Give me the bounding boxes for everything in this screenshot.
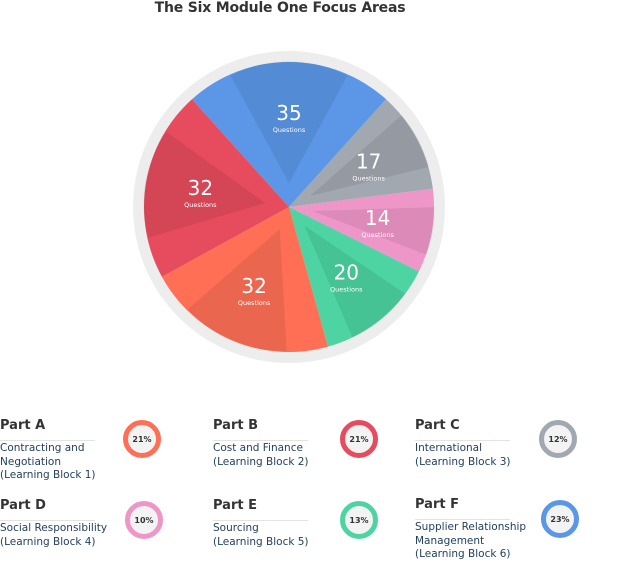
part-b-percent-badge: 21%: [340, 420, 378, 458]
part-a-description: Contracting and Negotiation (Learning Bl…: [0, 442, 96, 481]
legend-part-e: Part E Sourcing (Learning Block 5) 13%: [213, 498, 413, 568]
pie-wedge-part-a: [161, 207, 328, 352]
pie-inner-part-b: [143, 131, 266, 238]
pie-value-part-b: 32: [188, 176, 213, 200]
part-d-divider: [0, 520, 95, 521]
pie-unit-part-d: Questions: [361, 231, 394, 239]
part-f-percent-badge: 23%: [541, 500, 579, 538]
legend-part-b: Part B Cost and Finance (Learning Block …: [213, 418, 413, 488]
part-a-divider: [0, 440, 95, 441]
part-a-percent-badge: 21%: [123, 420, 161, 458]
part-e-percent: 13%: [349, 515, 369, 525]
pie-inner-part-e: [304, 225, 406, 338]
pie-unit-part-c: Questions: [352, 174, 385, 182]
pie-inner-part-c: [310, 115, 429, 196]
part-c-divider: [415, 440, 510, 441]
part-c-percent-badge: 12%: [539, 420, 577, 458]
pie-value-part-a: 32: [241, 274, 266, 298]
part-c-title: Part C: [415, 418, 460, 433]
part-f-description: Supplier Relationship Management (Learni…: [415, 521, 527, 560]
chart-title: The Six Module One Focus Areas: [154, 0, 406, 16]
part-f-percent: 23%: [550, 514, 570, 524]
legend-part-f: Part F Supplier Relationship Management …: [415, 497, 615, 567]
part-a-percent: 21%: [132, 434, 152, 444]
legend-part-a: Part A Contracting and Negotiation (Lear…: [0, 418, 200, 488]
part-e-description: Sourcing (Learning Block 5): [213, 522, 309, 548]
pie-wedge-part-f: [191, 61, 387, 207]
pie-unit-part-b: Questions: [184, 201, 217, 209]
pie-value-part-c: 17: [356, 149, 381, 173]
part-f-title: Part F: [415, 497, 459, 512]
legend-part-c: Part C International (Learning Block 3) …: [415, 418, 615, 488]
part-c-description: International (Learning Block 3): [415, 442, 511, 468]
pie-inner-part-a: [187, 229, 287, 351]
pie-inner-part-f: [230, 61, 348, 184]
pie-unit-part-e: Questions: [330, 285, 363, 293]
pie-wedge-part-d: [289, 188, 434, 272]
pie-wedge-part-b: [144, 99, 289, 277]
pie-value-part-f: 35: [276, 101, 301, 125]
pie-unit-part-a: Questions: [238, 299, 271, 307]
part-b-divider: [213, 440, 308, 441]
part-e-title: Part E: [213, 498, 257, 513]
pie-unit-part-f: Questions: [273, 126, 306, 134]
part-a-title: Part A: [0, 418, 46, 433]
part-d-description: Social Responsibility (Learning Block 4): [0, 522, 108, 548]
pie-value-part-e: 20: [334, 260, 359, 284]
part-e-percent-badge: 13%: [340, 501, 378, 539]
part-b-percent: 21%: [349, 434, 369, 444]
part-d-title: Part D: [0, 498, 46, 513]
pie-chart: 35Questions17Questions14Questions20Quest…: [133, 51, 445, 363]
part-b-title: Part B: [213, 418, 259, 433]
pie-wedge-part-c: [289, 99, 433, 207]
pie-value-part-d: 14: [365, 206, 390, 230]
pie-wedge-part-e: [289, 207, 419, 347]
part-b-description: Cost and Finance (Learning Block 2): [213, 442, 309, 468]
part-d-percent: 10%: [134, 515, 154, 525]
part-d-percent-badge: 10%: [125, 501, 163, 539]
legend-part-d: Part D Social Responsibility (Learning B…: [0, 498, 200, 568]
part-f-divider: [415, 519, 510, 520]
part-e-divider: [213, 520, 308, 521]
part-c-percent: 12%: [548, 434, 568, 444]
pie-inner-part-d: [312, 207, 435, 255]
